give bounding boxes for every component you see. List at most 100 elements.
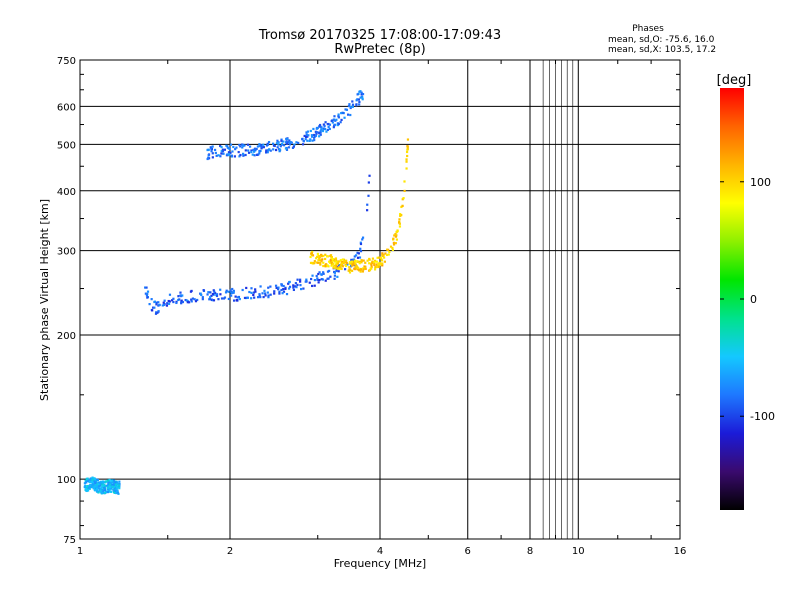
x-tick-label: 8 bbox=[527, 546, 533, 557]
data-point bbox=[213, 290, 216, 293]
data-point bbox=[180, 302, 183, 305]
data-point bbox=[326, 270, 330, 273]
data-point bbox=[238, 155, 241, 158]
data-point bbox=[252, 293, 255, 297]
data-point bbox=[316, 277, 319, 280]
data-point bbox=[333, 274, 337, 277]
data-point bbox=[355, 266, 358, 269]
data-point bbox=[234, 295, 237, 298]
data-point bbox=[111, 485, 114, 488]
data-point bbox=[316, 131, 319, 134]
chart-title: Tromsø 20170325 17:08:00-17:09:43 bbox=[258, 28, 501, 43]
data-point bbox=[95, 490, 99, 493]
data-point bbox=[321, 129, 325, 133]
data-point bbox=[153, 306, 156, 309]
data-point bbox=[228, 153, 231, 156]
data-point bbox=[348, 262, 351, 265]
data-point bbox=[331, 258, 334, 261]
data-point bbox=[350, 260, 353, 263]
data-point bbox=[278, 290, 281, 293]
data-point bbox=[326, 123, 329, 126]
data-point bbox=[334, 267, 338, 270]
data-point bbox=[158, 303, 161, 307]
data-point bbox=[273, 292, 276, 295]
data-point bbox=[227, 151, 231, 154]
data-point bbox=[348, 271, 352, 274]
data-point bbox=[355, 103, 358, 106]
data-point bbox=[315, 261, 318, 264]
data-point bbox=[113, 486, 116, 490]
data-point bbox=[181, 300, 184, 304]
data-point bbox=[286, 138, 289, 141]
data-point bbox=[258, 152, 261, 155]
data-point bbox=[190, 289, 193, 293]
data-point bbox=[277, 288, 280, 291]
data-point bbox=[300, 287, 303, 291]
data-point bbox=[319, 261, 322, 265]
data-point bbox=[116, 491, 119, 494]
data-point bbox=[391, 246, 394, 250]
data-point bbox=[207, 291, 210, 294]
data-point bbox=[117, 482, 120, 485]
data-point bbox=[394, 232, 397, 236]
data-point bbox=[185, 299, 189, 302]
data-point bbox=[201, 296, 204, 299]
data-point bbox=[310, 135, 314, 138]
data-point bbox=[317, 259, 320, 262]
data-point bbox=[220, 145, 223, 149]
data-point bbox=[275, 148, 278, 152]
data-point bbox=[292, 288, 296, 292]
data-point bbox=[285, 148, 289, 151]
data-point bbox=[231, 287, 234, 291]
y-tick-label: 300 bbox=[57, 247, 76, 258]
x-tick-label: 2 bbox=[227, 546, 233, 557]
data-point bbox=[96, 479, 100, 482]
data-point bbox=[308, 139, 311, 142]
data-point bbox=[267, 140, 271, 144]
data-point bbox=[296, 278, 299, 281]
data-point bbox=[181, 294, 184, 297]
data-point bbox=[172, 300, 175, 304]
data-point bbox=[110, 479, 113, 482]
data-point bbox=[310, 252, 313, 255]
data-point bbox=[305, 133, 308, 136]
data-point bbox=[310, 277, 313, 281]
grid bbox=[80, 60, 680, 539]
data-point bbox=[387, 253, 390, 256]
data-point bbox=[214, 292, 217, 295]
data-point bbox=[318, 257, 321, 260]
data-point bbox=[338, 263, 341, 267]
data-point bbox=[361, 93, 365, 96]
data-point bbox=[253, 296, 256, 299]
data-point bbox=[317, 281, 320, 284]
data-point bbox=[223, 148, 226, 151]
data-point bbox=[280, 139, 283, 142]
data-point bbox=[313, 138, 316, 142]
data-point bbox=[339, 259, 342, 262]
data-point bbox=[250, 297, 253, 300]
colorbar-label: [deg] bbox=[717, 73, 752, 88]
data-point bbox=[302, 287, 305, 290]
x-axis-ticks: 1 2 4 6 8 10 16 bbox=[77, 546, 687, 557]
data-point bbox=[321, 258, 324, 261]
data-point bbox=[266, 151, 269, 154]
data-point bbox=[212, 289, 215, 292]
data-point bbox=[314, 130, 317, 133]
data-point bbox=[106, 490, 110, 494]
data-point bbox=[328, 123, 332, 126]
data-point bbox=[326, 264, 329, 267]
data-point bbox=[211, 145, 214, 148]
data-point bbox=[200, 293, 203, 297]
data-point bbox=[315, 126, 319, 130]
data-point bbox=[330, 264, 333, 267]
data-point bbox=[341, 265, 344, 268]
data-point bbox=[366, 209, 369, 212]
data-point bbox=[330, 263, 333, 266]
data-point bbox=[406, 154, 409, 158]
data-point bbox=[260, 146, 264, 149]
data-point bbox=[370, 264, 373, 267]
data-point bbox=[232, 145, 235, 149]
data-point bbox=[377, 265, 380, 268]
data-point bbox=[110, 483, 113, 487]
data-point bbox=[208, 298, 211, 301]
